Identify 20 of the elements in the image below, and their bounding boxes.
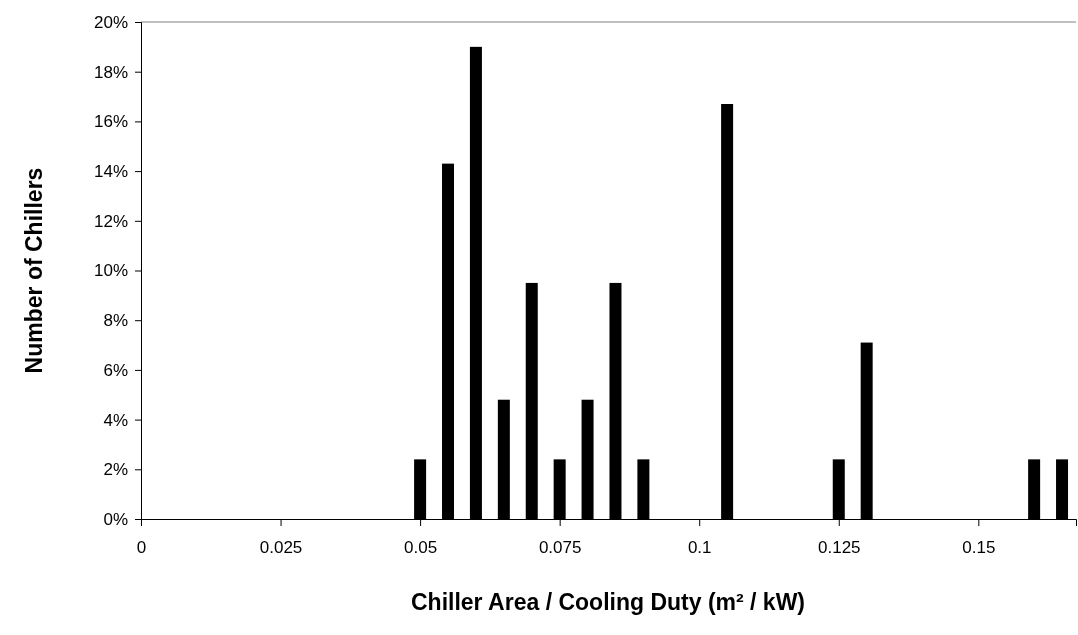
x-tick-label: 0.125 [817, 537, 861, 557]
x-tick-label: 0.075 [538, 537, 582, 557]
y-tick-label: 20% [93, 12, 128, 32]
x-axis-title: Chiller Area / Cooling Duty (m² / kW) [411, 589, 805, 615]
y-axis-title: Number of Chillers [21, 167, 47, 374]
y-tick-label: 0% [103, 509, 128, 529]
x-tick-label: 0.1 [687, 537, 712, 557]
y-tick-label: 12% [93, 211, 128, 231]
x-tick-label: 0 [136, 537, 147, 557]
y-tick-label: 4% [103, 410, 128, 430]
y-tick-label: 10% [93, 261, 128, 281]
y-tick-label: 16% [93, 112, 128, 132]
y-tick-label: 18% [93, 62, 128, 82]
x-tick-label: 0.025 [259, 537, 303, 557]
y-tick-label: 6% [103, 360, 128, 380]
y-tick-label: 8% [103, 311, 128, 331]
x-tick-label: 0.15 [962, 537, 996, 557]
y-tick-label: 14% [93, 162, 128, 182]
x-tick-label: 0.05 [404, 537, 438, 557]
y-tick-label: 2% [103, 460, 128, 480]
